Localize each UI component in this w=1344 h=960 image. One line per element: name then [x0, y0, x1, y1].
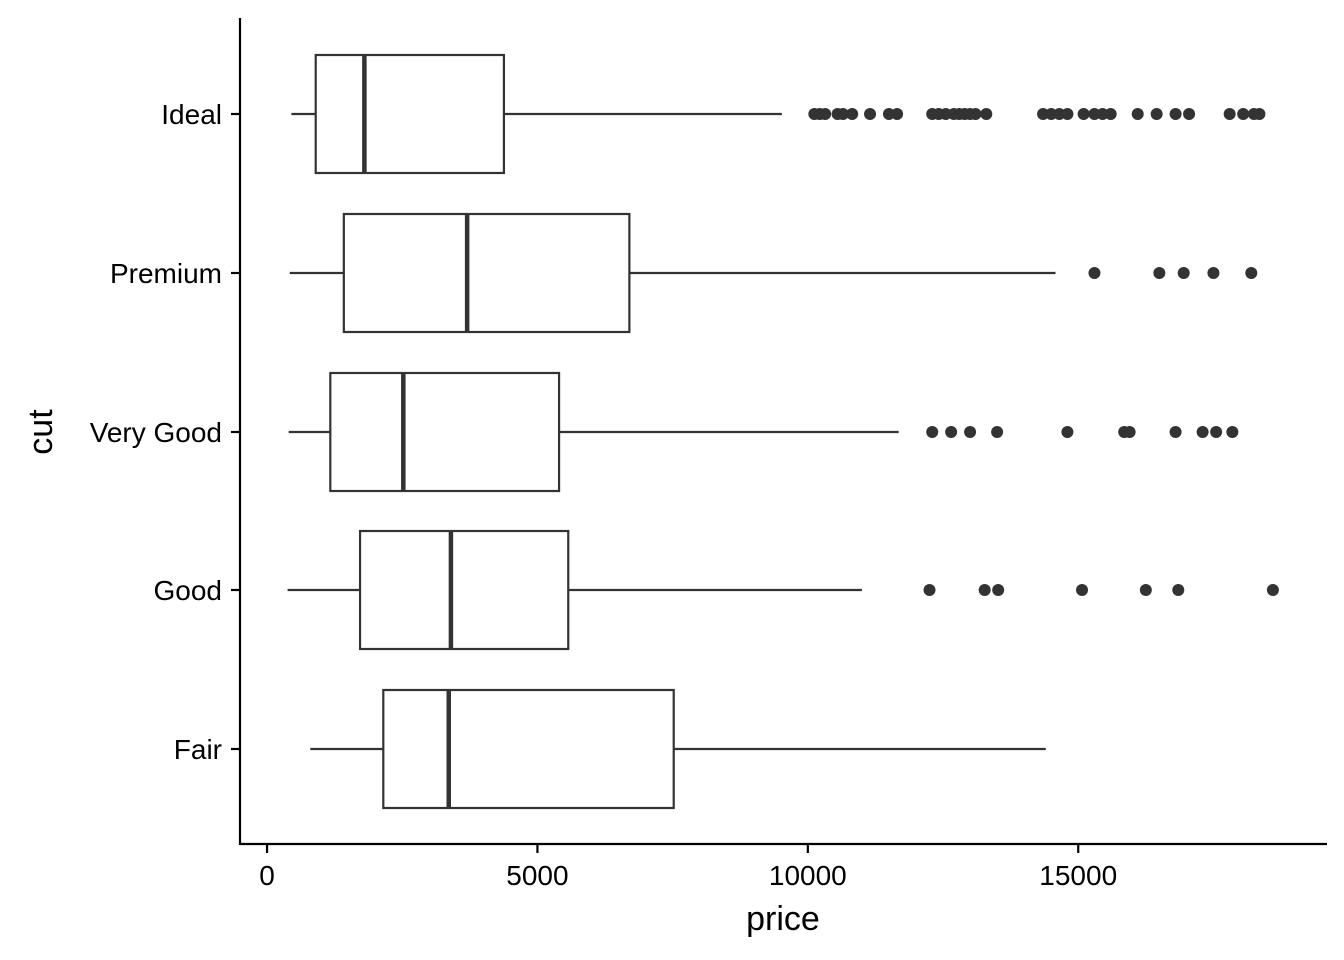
- outlier-point: [1169, 108, 1182, 120]
- outlier-point: [964, 426, 977, 438]
- outlier-point: [978, 584, 991, 596]
- x-tick-label: 0: [259, 860, 275, 891]
- y-tick-label: Very Good: [90, 417, 222, 448]
- outlier-point: [864, 108, 877, 120]
- outlier-point: [1061, 108, 1074, 120]
- plot-area: [287, 53, 1279, 810]
- x-tick-label: 15000: [1039, 860, 1117, 891]
- outlier-point: [992, 584, 1005, 596]
- iqr-box: [382, 688, 675, 810]
- outlier-point: [1104, 108, 1117, 120]
- outlier-point: [1077, 108, 1090, 120]
- outlier-point: [1210, 426, 1223, 438]
- outlier-point: [969, 108, 982, 120]
- x-tick-label: 10000: [769, 860, 847, 891]
- outlier-point: [819, 108, 832, 120]
- y-tick-label: Good: [154, 575, 223, 606]
- outlier-point: [836, 108, 849, 120]
- outlier-point: [891, 108, 904, 120]
- outlier-point: [1245, 267, 1258, 279]
- outlier-point: [1226, 426, 1239, 438]
- y-tick-label: Premium: [110, 258, 222, 289]
- axes: 0 5000 10000 15000 Ideal Premium Very Good Good…: [90, 18, 1327, 891]
- box-fair: [310, 688, 1046, 810]
- outlier-point: [1076, 584, 1089, 596]
- iqr-box: [358, 529, 570, 651]
- outlier-point: [1172, 584, 1185, 596]
- outlier-point: [1123, 426, 1136, 438]
- box-good: [287, 529, 1279, 651]
- outlier-point: [991, 426, 1004, 438]
- outlier-point: [1183, 108, 1196, 120]
- outlier-point: [1139, 584, 1152, 596]
- outlier-point: [923, 584, 936, 596]
- outlier-point: [1266, 584, 1279, 596]
- outlier-point: [1153, 267, 1166, 279]
- outlier-point: [1223, 108, 1236, 120]
- outlier-point: [926, 426, 939, 438]
- outlier-point: [1150, 108, 1163, 120]
- outlier-point: [1196, 426, 1209, 438]
- outlier-point: [1169, 426, 1182, 438]
- x-axis-title: price: [746, 900, 820, 938]
- outlier-point: [1088, 267, 1101, 279]
- box-very-good: [288, 371, 1239, 493]
- x-tick-label: 5000: [506, 860, 568, 891]
- outlier-point: [1177, 267, 1190, 279]
- y-tick-label: Ideal: [161, 99, 222, 130]
- iqr-box: [342, 212, 631, 334]
- outlier-point: [1131, 108, 1144, 120]
- outlier-point: [1207, 267, 1220, 279]
- box-ideal: [291, 53, 1266, 175]
- iqr-box: [329, 371, 561, 493]
- outlier-point: [846, 108, 859, 120]
- outlier-point: [1061, 426, 1074, 438]
- outlier-point: [1253, 108, 1266, 120]
- y-axis-title: cut: [22, 409, 60, 455]
- outlier-point: [1237, 108, 1250, 120]
- y-tick-label: Fair: [174, 734, 222, 765]
- iqr-box: [314, 53, 506, 175]
- outlier-point: [980, 108, 993, 120]
- box-premium: [289, 212, 1258, 334]
- outlier-point: [945, 426, 958, 438]
